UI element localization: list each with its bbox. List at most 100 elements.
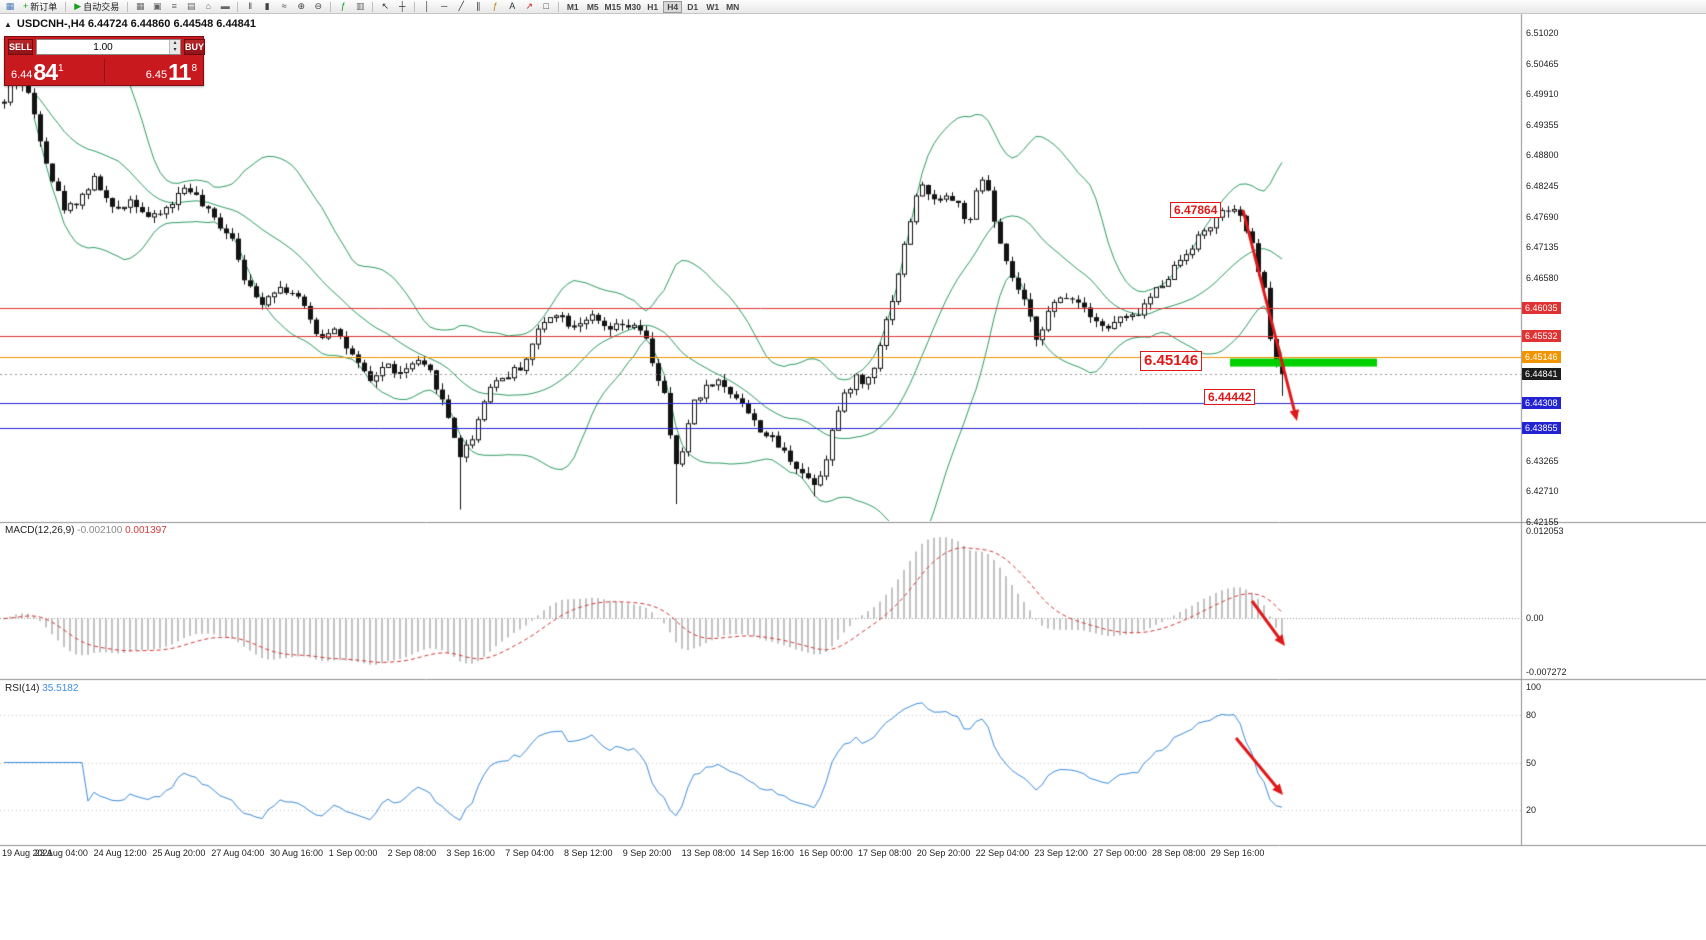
profiles-icon[interactable]: ▣ xyxy=(149,1,165,13)
toolbar-separator xyxy=(127,1,129,12)
volume-field[interactable]: ▴ ▾ xyxy=(36,39,182,55)
time-label: 29 Sep 16:00 xyxy=(1210,848,1265,858)
price-tick: 6.49355 xyxy=(1526,119,1559,130)
top-toolbar: ▦ + 新订单 ▶ 自动交易 ▦ ▣ ≡ ▤ ⌂ ▬ ‖ ▮ ≈ ⊕ ⊖ ƒ ▥ ↖ ┼ │ ─ ╱ ∥ ƒ A ↗ □ M1 M5 M15… xyxy=(0,0,1706,14)
text-label-icon[interactable]: A xyxy=(504,1,520,13)
autotrade-button-label: 自动交易 xyxy=(83,2,120,12)
fibonacci-icon[interactable]: ƒ xyxy=(487,1,503,13)
macd-axis-label: 0.012053 xyxy=(1526,526,1564,536)
collapse-trade-panel-icon[interactable]: ▲ xyxy=(4,19,12,29)
time-label: 20 Sep 20:00 xyxy=(916,848,971,858)
time-label: 25 Aug 20:00 xyxy=(152,848,206,858)
zoom-out-icon[interactable]: ⊖ xyxy=(310,1,326,13)
new-order-icon: + xyxy=(23,1,29,11)
equidistant-channel-icon[interactable]: ∥ xyxy=(470,1,486,13)
templates-icon[interactable]: ▥ xyxy=(352,1,368,13)
vertical-line-icon[interactable]: │ xyxy=(419,1,435,13)
time-label: 13 Sep 08:00 xyxy=(681,848,736,858)
sell-price-prefix: 6.44 xyxy=(11,69,33,81)
navigator-icon: ⌂ xyxy=(205,1,211,11)
fibonacci-icon: ƒ xyxy=(492,1,498,11)
rsi-value: 35.5182 xyxy=(42,683,79,694)
toolbar-separator xyxy=(65,1,67,12)
volume-input[interactable] xyxy=(37,40,170,54)
time-label: 3 Sep 16:00 xyxy=(446,848,495,858)
price-annotation[interactable]: 6.44442 xyxy=(1204,389,1256,406)
new-order-button[interactable]: + 新订单 xyxy=(19,1,61,13)
terminal-icon: ▬ xyxy=(220,1,230,11)
line-chart-icon[interactable]: ≈ xyxy=(276,1,292,13)
timeframe-m30-button[interactable]: M30 xyxy=(624,1,641,12)
time-label: 23 Sep 12:00 xyxy=(1034,848,1088,858)
time-label: 7 Sep 04:00 xyxy=(505,848,554,858)
timeframe-h4-button[interactable]: H4 xyxy=(663,0,683,13)
timeframe-d1-button[interactable]: D1 xyxy=(687,1,699,12)
macd-signal-value: 0.001397 xyxy=(125,525,167,536)
time-axis[interactable]: 19 Aug 2021 23 Aug 04:00 24 Aug 12:00 25 Au… xyxy=(0,848,1520,862)
market-watch-icon[interactable]: ≡ xyxy=(166,1,182,13)
autotrade-button[interactable]: ▶ 自动交易 xyxy=(70,1,123,13)
price-tick: 6.48245 xyxy=(1526,181,1559,192)
crosshair-icon[interactable]: ┼ xyxy=(394,1,410,13)
volume-down-icon[interactable]: ▾ xyxy=(170,47,181,54)
timeframe-w1-button[interactable]: W1 xyxy=(706,1,720,12)
price-annotation[interactable]: 6.47864 xyxy=(1170,202,1222,219)
sell-price[interactable]: 6.44 84 1 xyxy=(5,57,104,85)
toolbar-separator xyxy=(372,1,374,12)
time-label: 30 Aug 16:00 xyxy=(270,848,324,858)
volume-up-icon[interactable]: ▴ xyxy=(170,40,181,47)
time-label: 27 Sep 00:00 xyxy=(1093,848,1147,858)
macd-indicator-label: MACD(12,26,9) -0.002100 0.001397 xyxy=(5,525,167,536)
time-label: 14 Sep 16:00 xyxy=(740,848,794,858)
horizontal-line-icon[interactable]: ─ xyxy=(436,1,452,13)
time-label: 1 Sep 00:00 xyxy=(328,848,378,858)
buy-price[interactable]: 6.45 11 8 xyxy=(105,57,204,85)
shapes-icon[interactable]: □ xyxy=(538,1,554,13)
candlestick-chart-icon[interactable]: ▮ xyxy=(259,1,275,13)
price-tick: 6.49910 xyxy=(1526,89,1559,100)
price-line-label[interactable]: 6.46035 xyxy=(1522,301,1561,314)
volume-stepper[interactable]: ▴ ▾ xyxy=(169,40,181,54)
shapes-icon: □ xyxy=(543,1,549,11)
horizontal-line-icon: ─ xyxy=(441,1,448,11)
time-label: 24 Aug 12:00 xyxy=(93,848,147,858)
terminal-icon[interactable]: ▬ xyxy=(217,1,233,13)
timeframe-m15-button[interactable]: M15 xyxy=(604,1,621,12)
chart-title-bar: ▲ USDCNH-,H4 6.44724 6.44860 6.44548 6.4… xyxy=(4,18,256,30)
price-axis[interactable]: 6.51020 6.50465 6.49910 6.49355 6.48800 6.482… xyxy=(1521,14,1706,846)
price-line-label[interactable]: 6.44308 xyxy=(1522,397,1561,410)
price-line-label[interactable]: 6.44841 xyxy=(1522,367,1561,380)
candlestick-chart-icon: ▮ xyxy=(264,1,270,11)
data-window-icon[interactable]: ▤ xyxy=(183,1,199,13)
price-line-label[interactable]: 6.43855 xyxy=(1522,422,1561,435)
zoom-in-icon[interactable]: ⊕ xyxy=(293,1,309,13)
templates-icon: ▥ xyxy=(355,1,365,11)
timeframe-m5-button[interactable]: M5 xyxy=(586,1,599,12)
trendline-icon: ╱ xyxy=(458,1,464,11)
price-line-label[interactable]: 6.45146 xyxy=(1522,351,1561,363)
trendline-icon[interactable]: ╱ xyxy=(453,1,469,13)
timeframe-mn-button[interactable]: MN xyxy=(726,1,740,12)
navigator-icon[interactable]: ⌂ xyxy=(200,1,216,13)
buy-button[interactable]: BUY xyxy=(184,39,206,55)
new-chart-icon[interactable]: ▦ xyxy=(132,1,148,13)
timeframe-h1-button[interactable]: H1 xyxy=(647,1,659,12)
indicators-icon[interactable]: ƒ xyxy=(335,1,351,13)
cursor-icon[interactable]: ↖ xyxy=(377,1,393,13)
bar-chart-icon[interactable]: ‖ xyxy=(242,1,258,13)
arrows-icon[interactable]: ↗ xyxy=(521,1,537,13)
price-annotation[interactable]: 6.45146 xyxy=(1140,351,1203,371)
time-label: 23 Aug 04:00 xyxy=(34,848,88,858)
toolbar-separator xyxy=(414,1,416,12)
price-tick: 6.43265 xyxy=(1526,455,1559,466)
chart-window-icon[interactable]: ▦ xyxy=(2,1,18,13)
timeframe-m1-button[interactable]: M1 xyxy=(566,1,579,12)
price-line-label[interactable]: 6.45532 xyxy=(1522,329,1561,342)
cursor-icon: ↖ xyxy=(381,1,389,11)
sell-button[interactable]: SELL xyxy=(8,39,34,55)
text-label-icon: A xyxy=(509,1,516,11)
macd-axis-label: 0.00 xyxy=(1526,613,1544,624)
macd-value: -0.002100 xyxy=(77,525,123,536)
